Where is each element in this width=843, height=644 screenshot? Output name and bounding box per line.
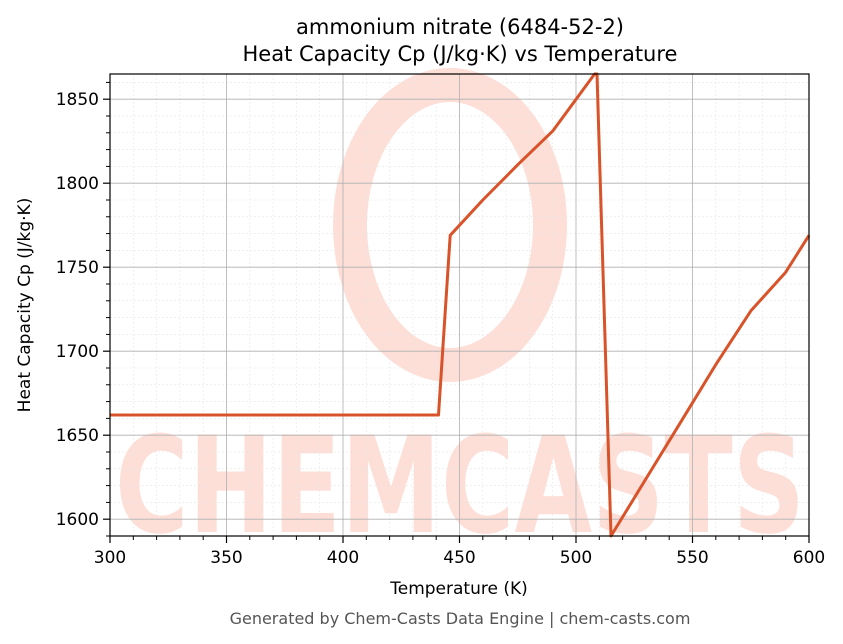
y-tick-label: 1700 [56, 342, 99, 362]
x-tick-label: 400 [327, 548, 359, 568]
y-axis-label: Heat Capacity Cp (J/kg·K) [15, 198, 35, 413]
y-tick-label: 1750 [56, 258, 99, 278]
x-tick-label: 500 [560, 548, 592, 568]
watermark-swirl [333, 68, 567, 382]
y-tick-label: 1600 [56, 510, 99, 530]
footer-credit: Generated by Chem-Casts Data Engine | ch… [230, 609, 691, 628]
x-tick-label: 550 [676, 548, 708, 568]
y-tick-label: 1800 [56, 174, 99, 194]
x-tick-label: 350 [210, 548, 242, 568]
x-tick-label: 600 [793, 548, 825, 568]
x-axis-label: Temperature (K) [389, 579, 528, 599]
x-tick-label: 450 [443, 548, 475, 568]
y-axis: 1600 1650 1700 1750 1800 1850 [56, 81, 110, 537]
chart-title: ammonium nitrate (6484-52-2) [296, 15, 624, 39]
y-tick-label: 1850 [56, 90, 99, 110]
x-tick-label: 300 [94, 548, 126, 568]
chart-subtitle: Heat Capacity Cp (J/kg·K) vs Temperature [243, 42, 678, 66]
x-axis: 300 350 400 450 500 550 600 [94, 536, 825, 568]
y-tick-label: 1650 [56, 426, 99, 446]
